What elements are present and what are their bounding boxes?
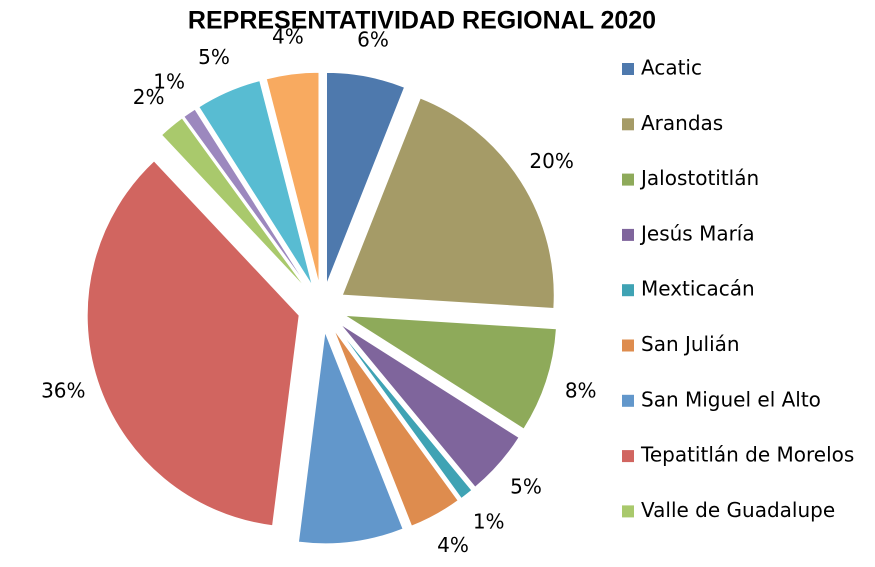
legend-label: San Miguel el Alto bbox=[641, 387, 821, 411]
data-label: 8% bbox=[565, 379, 597, 403]
legend-swatch bbox=[622, 173, 634, 186]
pie-slice bbox=[297, 331, 404, 545]
pie-slice bbox=[336, 326, 473, 500]
legend-swatch bbox=[622, 118, 634, 131]
pie-slice bbox=[344, 314, 557, 430]
pie-slice bbox=[325, 71, 406, 285]
legend-swatch bbox=[622, 450, 634, 463]
legend-label: Acatic bbox=[641, 56, 702, 80]
chart-title: REPRESENTATIVIDAD REGIONAL 2020 bbox=[188, 7, 656, 35]
data-label: 1% bbox=[473, 509, 505, 533]
legend-swatch bbox=[622, 339, 634, 352]
pie-slice bbox=[198, 80, 313, 287]
pie-slice bbox=[341, 97, 555, 309]
legend-swatch bbox=[622, 505, 634, 518]
legend-label: Jesús María bbox=[639, 221, 755, 245]
pie-slice bbox=[183, 108, 309, 289]
data-label: 5% bbox=[198, 45, 230, 69]
legend-label: Mexticacán bbox=[641, 277, 755, 301]
pie-slice bbox=[86, 160, 300, 527]
legend-swatch bbox=[622, 284, 634, 297]
data-label: 5% bbox=[510, 474, 542, 498]
legend-label: Valle de Guadalupe bbox=[641, 498, 835, 522]
data-label: 20% bbox=[529, 149, 573, 173]
pie-slice bbox=[333, 328, 459, 527]
legend-label: Jalostotitlán bbox=[639, 166, 759, 190]
legend-label: Tepatitlán de Morelos bbox=[640, 443, 854, 467]
pie-slice bbox=[265, 71, 320, 285]
data-label: 4% bbox=[272, 25, 304, 49]
data-label: 36% bbox=[41, 379, 85, 403]
legend-swatch bbox=[622, 63, 634, 75]
data-label: 4% bbox=[437, 533, 469, 557]
data-label: 6% bbox=[357, 27, 389, 51]
data-label: 8% bbox=[340, 564, 372, 567]
pie-slice bbox=[339, 323, 520, 488]
legend-swatch bbox=[622, 228, 634, 241]
data-label: 2% bbox=[133, 85, 165, 109]
data-label: 1% bbox=[153, 70, 185, 94]
legend-label: San Julián bbox=[641, 332, 740, 356]
pie-slice bbox=[160, 117, 308, 290]
legend-swatch bbox=[622, 394, 634, 407]
legend-label: Arandas bbox=[641, 111, 723, 135]
